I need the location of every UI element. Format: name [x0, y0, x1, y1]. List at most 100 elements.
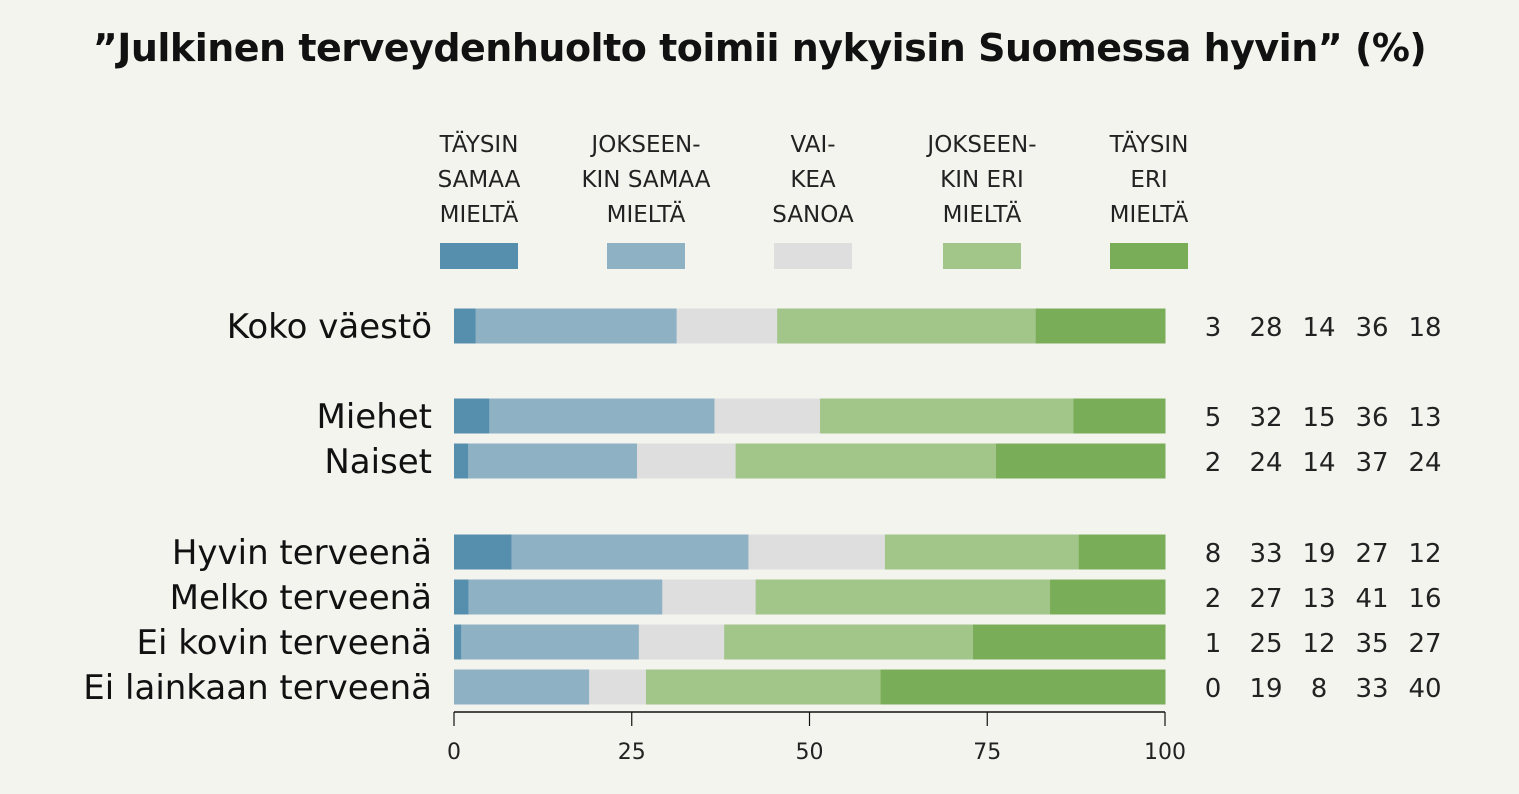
bar-segment: [454, 579, 469, 615]
bar-segment: [884, 534, 1080, 570]
bar-segment: [973, 624, 1166, 660]
legend-label: KEA: [790, 167, 836, 193]
bar-segment: [468, 579, 663, 615]
bar-segment: [735, 443, 997, 479]
legend-label: SANOA: [772, 202, 854, 228]
x-tick-label: 50: [796, 740, 824, 765]
bar-segment: [996, 443, 1166, 479]
bar-segment: [755, 579, 1051, 615]
bar-segment: [454, 534, 512, 570]
bar-segment: [637, 443, 737, 479]
value-label: 24: [1408, 448, 1441, 478]
value-label: 25: [1249, 629, 1282, 659]
legend-label: JOKSEEN-: [589, 132, 700, 158]
bar-segment: [880, 669, 1166, 705]
category-label: Ei lainkaan terveenä: [83, 668, 432, 708]
value-label: 12: [1302, 629, 1335, 659]
x-tick-label: 0: [447, 740, 461, 765]
value-label: 2: [1205, 448, 1222, 478]
category-label: Miehet: [317, 397, 433, 437]
value-label: 27: [1249, 584, 1282, 614]
value-label: 1: [1205, 629, 1222, 659]
value-label: 8: [1205, 539, 1222, 569]
bar-segment: [468, 443, 638, 479]
x-tick-label: 25: [618, 740, 646, 765]
bar-segment: [511, 534, 749, 570]
value-label: 33: [1249, 539, 1282, 569]
value-label: 40: [1408, 674, 1441, 704]
bar-segment: [589, 669, 647, 705]
value-label: 27: [1355, 539, 1388, 569]
chart-title: ”Julkinen terveydenhuolto toimii nykyisi…: [92, 26, 1427, 70]
value-label: 18: [1408, 313, 1441, 343]
bar-segment: [724, 624, 974, 660]
bar-segment: [489, 398, 715, 434]
legend-label: VAI-: [790, 132, 835, 158]
value-label: 12: [1408, 539, 1441, 569]
legend-label: TÄYSIN: [439, 130, 519, 158]
legend-swatch: [440, 243, 518, 269]
value-label: 19: [1302, 539, 1335, 569]
bar-segment: [475, 308, 678, 344]
category-label: Naiset: [324, 442, 432, 482]
value-label: 32: [1249, 403, 1282, 433]
value-label: 41: [1355, 584, 1388, 614]
bar-segment: [777, 308, 1037, 344]
x-tick-label: 100: [1144, 740, 1186, 765]
bar-segment: [1078, 534, 1166, 570]
bar-segment: [1050, 579, 1166, 615]
category-label: Melko terveenä: [170, 578, 432, 618]
category-label: Ei kovin terveenä: [136, 623, 432, 663]
bar-segment: [454, 308, 477, 344]
category-label: Hyvin terveenä: [172, 533, 432, 573]
value-label: 19: [1249, 674, 1282, 704]
legend-swatch: [774, 243, 852, 269]
legend-label: MIELTÄ: [943, 200, 1022, 228]
legend-label: KIN ERI: [940, 167, 1024, 193]
value-label: 37: [1355, 448, 1388, 478]
legend-label: KIN SAMAA: [581, 167, 710, 193]
value-label: 5: [1205, 403, 1222, 433]
value-label: 16: [1408, 584, 1441, 614]
legend-swatch: [607, 243, 685, 269]
bar-segment: [714, 398, 821, 434]
value-label: 0: [1205, 674, 1222, 704]
bar-segment: [676, 308, 778, 344]
value-label: 3: [1205, 313, 1222, 343]
bar-segment: [748, 534, 886, 570]
legend-label: MIELTÄ: [607, 200, 686, 228]
legend-label: MIELTÄ: [440, 200, 519, 228]
value-label: 35: [1355, 629, 1388, 659]
value-label: 14: [1302, 448, 1335, 478]
value-label: 36: [1355, 313, 1388, 343]
bar-segment: [645, 669, 882, 705]
legend-swatch: [943, 243, 1021, 269]
bar-segment: [454, 624, 462, 660]
legend-label: JOKSEEN-: [925, 132, 1036, 158]
value-label: 27: [1408, 629, 1441, 659]
bar-segment: [820, 398, 1074, 434]
legend-label: MIELTÄ: [1110, 200, 1189, 228]
bar-segment: [1035, 308, 1166, 344]
legend-swatch: [1110, 243, 1188, 269]
legend-label: TÄYSIN: [1109, 130, 1189, 158]
value-label: 24: [1249, 448, 1282, 478]
value-label: 2: [1205, 584, 1222, 614]
bar-segment: [1073, 398, 1166, 434]
x-tick-label: 75: [973, 740, 1001, 765]
value-label: 13: [1408, 403, 1441, 433]
category-label: Koko väestö: [227, 307, 432, 347]
bar-segment: [662, 579, 757, 615]
value-label: 13: [1302, 584, 1335, 614]
value-label: 28: [1249, 313, 1282, 343]
value-label: 15: [1302, 403, 1335, 433]
value-label: 33: [1355, 674, 1388, 704]
value-label: 14: [1302, 313, 1335, 343]
bar-segment: [638, 624, 725, 660]
bar-segment: [461, 624, 640, 660]
legend-label: SAMAA: [438, 167, 521, 193]
bar-segment: [454, 669, 590, 705]
value-label: 36: [1355, 403, 1388, 433]
